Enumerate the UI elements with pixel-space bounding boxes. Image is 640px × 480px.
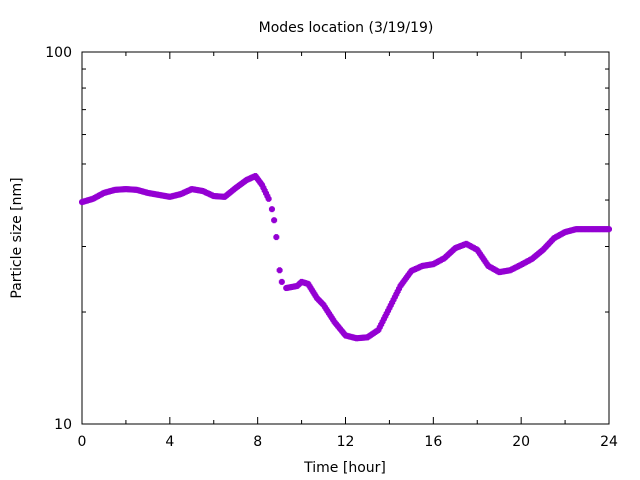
data-points — [79, 173, 612, 342]
data-point — [278, 278, 285, 285]
data-point — [271, 217, 278, 224]
data-point-core — [606, 226, 612, 232]
data-point-core — [266, 196, 271, 202]
chart-title: Modes location (3/19/19) — [259, 20, 434, 36]
x-tick-label: 16 — [424, 434, 442, 450]
x-tick-label: 24 — [600, 434, 618, 450]
data-point — [273, 234, 280, 241]
x-tick-labels: 0 4 8 12 16 20 24 — [78, 434, 618, 450]
y-tick-label: 100 — [45, 45, 72, 61]
data-point-core — [274, 234, 279, 240]
plot-frame — [81, 51, 610, 425]
data-point-core — [279, 279, 285, 285]
x-tick-label: 20 — [512, 434, 530, 450]
y-tick-label: 10 — [54, 417, 72, 433]
data-point — [265, 195, 272, 202]
y-axis-label: Particle size [nm] — [9, 177, 25, 298]
x-tick-label: 8 — [253, 434, 262, 450]
data-point — [606, 226, 612, 233]
data-point-core — [269, 206, 275, 212]
x-tick-label: 0 — [78, 434, 87, 450]
x-tick-label: 12 — [337, 434, 355, 450]
data-point — [268, 206, 275, 213]
data-point-core — [271, 217, 277, 223]
x-tick-label: 4 — [165, 434, 174, 450]
x-axis-label: Time [hour] — [303, 460, 386, 476]
data-point — [276, 267, 283, 274]
data-point-core — [277, 267, 282, 273]
axis-ticks — [81, 51, 610, 425]
